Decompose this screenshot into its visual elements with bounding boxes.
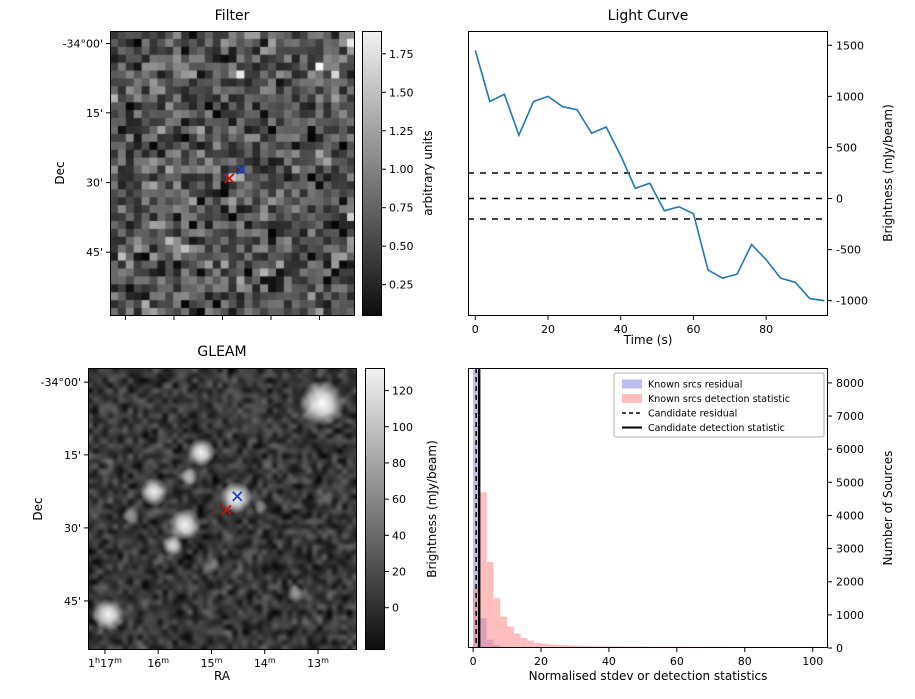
svg-text:120: 120: [392, 385, 413, 398]
svg-text:80: 80: [759, 323, 773, 336]
legend-swatch: [622, 379, 642, 389]
svg-text:1500: 1500: [836, 39, 864, 52]
svg-text:30': 30': [64, 522, 81, 535]
svg-text:40: 40: [614, 323, 628, 336]
svg-text:3000: 3000: [836, 543, 864, 556]
svg-text:7000: 7000: [836, 410, 864, 423]
svg-text:14m: 14m: [254, 656, 276, 670]
svg-text:-34°00': -34°00': [41, 376, 82, 389]
light-curve-axes: 0 20 40 60 80 1500 1000 500 0 -500 -1000: [468, 31, 868, 336]
svg-text:0.50: 0.50: [389, 240, 414, 253]
svg-text:0.25: 0.25: [389, 279, 414, 292]
light-curve-xlabel: Time (s): [623, 333, 673, 347]
filter-title: Filter: [214, 8, 250, 24]
svg-text:60: 60: [670, 655, 684, 668]
svg-text:4000: 4000: [836, 509, 864, 522]
svg-text:1.50: 1.50: [389, 86, 414, 99]
candidate-marker-red-x: [224, 173, 235, 184]
svg-text:0: 0: [392, 602, 399, 615]
filter-image: [110, 31, 355, 316]
svg-text:0: 0: [470, 655, 477, 668]
svg-text:100: 100: [802, 655, 823, 668]
svg-text:60: 60: [392, 493, 406, 506]
svg-text:40: 40: [392, 529, 406, 542]
svg-text:2000: 2000: [836, 576, 864, 589]
histogram-xlabel: Normalised stdev or detection statistics: [528, 669, 768, 683]
histogram-legend: Known srcs residual Known srcs detection …: [613, 372, 825, 438]
svg-text:1.00: 1.00: [389, 163, 414, 176]
svg-text:20: 20: [534, 655, 548, 668]
svg-text:45': 45': [86, 246, 103, 259]
svg-text:500: 500: [836, 141, 857, 154]
svg-text:6000: 6000: [836, 443, 864, 456]
gleam-title: GLEAM: [197, 344, 247, 360]
filter-axes: -34°00' 15' 30' 45' 1.75 1.50 1.25 1.00 0.75 0.50…: [63, 31, 414, 320]
svg-text:0: 0: [836, 193, 843, 206]
svg-text:-500: -500: [836, 244, 861, 257]
svg-text:0.75: 0.75: [389, 202, 414, 215]
svg-text:16m: 16m: [147, 656, 169, 670]
svg-text:20: 20: [541, 323, 555, 336]
gleam-colorbar: [365, 368, 385, 650]
svg-text:1.75: 1.75: [389, 48, 414, 61]
svg-text:-1000: -1000: [836, 295, 868, 308]
svg-text:Candidate residual: Candidate residual: [648, 409, 737, 420]
svg-text:80: 80: [392, 457, 406, 470]
svg-text:100: 100: [392, 421, 413, 434]
svg-text:15': 15': [64, 449, 81, 462]
svg-text:Candidate detection statistic: Candidate detection statistic: [648, 423, 785, 434]
svg-text:1000: 1000: [836, 609, 864, 622]
svg-text:1000: 1000: [836, 90, 864, 103]
known-source-marker-blue-x: [236, 164, 247, 175]
svg-text:0: 0: [836, 642, 843, 655]
svg-text:15m: 15m: [201, 656, 223, 670]
legend-swatch: [622, 394, 642, 403]
candidate-marker-red-x: [221, 504, 232, 515]
svg-text:45': 45': [64, 595, 81, 608]
svg-text:13m: 13m: [307, 656, 329, 670]
svg-text:-34°00': -34°00': [63, 38, 104, 51]
svg-text:Known srcs residual: Known srcs residual: [648, 380, 742, 391]
svg-text:60: 60: [686, 323, 700, 336]
gleam-xlabel: RA: [213, 669, 231, 683]
svg-text:20: 20: [392, 566, 406, 579]
known-source-marker-blue-x: [232, 491, 243, 502]
histogram-axes: 0 20 40 60 80 1000100020003000400050006000700…: [468, 368, 864, 668]
svg-text:15': 15': [86, 107, 103, 120]
svg-text:40: 40: [602, 655, 616, 668]
light-curve-line: [474, 50, 825, 302]
svg-text:80: 80: [738, 655, 752, 668]
gleam-axes: -34°00' 15' 30' 45' 1h17m 16m 15m 14m 13m 120 100 8…: [41, 368, 413, 670]
svg-text:5000: 5000: [836, 476, 864, 489]
light-curve-title: Light Curve: [607, 8, 689, 24]
svg-text:1h17m: 1h17m: [88, 656, 122, 670]
svg-text:1.25: 1.25: [389, 125, 414, 138]
svg-text:0: 0: [472, 323, 479, 336]
svg-text:30': 30': [86, 177, 103, 190]
svg-text:8000: 8000: [836, 377, 864, 390]
gleam-image: [88, 368, 357, 650]
filter-colorbar: [362, 31, 382, 316]
svg-text:Known srcs detection statistic: Known srcs detection statistic: [648, 394, 790, 405]
histogram-series-1: [473, 492, 813, 648]
